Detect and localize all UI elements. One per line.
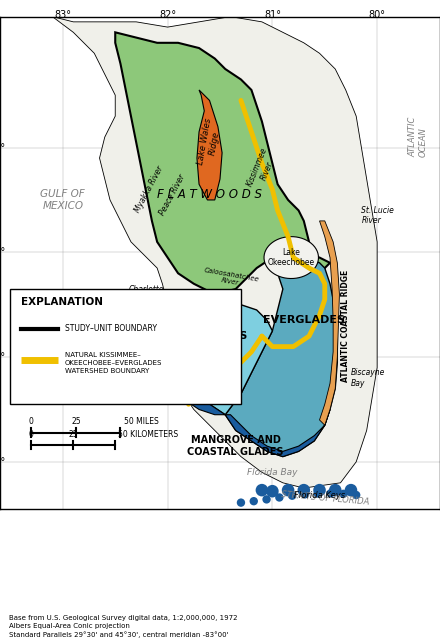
Text: 80°: 80° [369, 10, 385, 20]
Text: 25°: 25° [0, 457, 5, 467]
Circle shape [329, 484, 341, 496]
Circle shape [314, 489, 322, 497]
Text: Lake
Okeechobee: Lake Okeechobee [268, 248, 315, 267]
Text: Lake Wales
Ridge: Lake Wales Ridge [196, 117, 223, 167]
Circle shape [237, 499, 245, 507]
Text: 28°: 28° [0, 142, 5, 153]
Text: Base from U.S. Geological Survey digital data, 1:2,000,000, 1972
Albers Equal-Ar: Base from U.S. Geological Survey digital… [9, 615, 237, 638]
Text: 81°: 81° [264, 10, 281, 20]
Circle shape [288, 492, 297, 500]
Text: Florida Keys: Florida Keys [294, 491, 345, 500]
Circle shape [339, 490, 348, 498]
Polygon shape [264, 237, 319, 279]
Text: NATURAL KISSIMMEE–
OKEECHOBEE–EVERGLADES
WATERSHED BOUNDARY: NATURAL KISSIMMEE– OKEECHOBEE–EVERGLADES… [65, 352, 162, 374]
Text: EVERGLADES: EVERGLADES [263, 315, 345, 326]
Polygon shape [52, 17, 377, 488]
Text: St. Lucie
River: St. Lucie River [361, 206, 394, 226]
Text: ATLANTIC
OCEAN: ATLANTIC OCEAN [409, 117, 428, 157]
Text: Biscayne
Bay: Biscayne Bay [351, 369, 385, 388]
Text: 27°: 27° [0, 247, 5, 257]
Polygon shape [197, 90, 222, 200]
Text: Peace River: Peace River [158, 172, 187, 217]
Circle shape [326, 489, 335, 497]
Text: 50 KILOMETERS: 50 KILOMETERS [118, 429, 179, 438]
Text: EXPLANATION: EXPLANATION [21, 297, 103, 308]
Text: 50 MILES: 50 MILES [124, 417, 158, 426]
Circle shape [352, 491, 360, 499]
Text: Florida Bay: Florida Bay [247, 468, 297, 477]
Circle shape [301, 490, 309, 499]
Text: 83°: 83° [55, 10, 71, 20]
Polygon shape [319, 221, 339, 425]
Circle shape [275, 494, 283, 502]
Text: MANGROVE AND
COASTAL GLADES: MANGROVE AND COASTAL GLADES [187, 435, 284, 457]
Circle shape [297, 484, 310, 496]
Text: 0: 0 [29, 429, 34, 438]
Text: 82°: 82° [159, 10, 176, 20]
FancyBboxPatch shape [11, 289, 241, 404]
Polygon shape [178, 373, 330, 456]
Circle shape [249, 497, 258, 505]
Circle shape [266, 485, 279, 497]
Text: Kissimmee
River: Kissimmee River [245, 146, 279, 192]
Text: ATLANTIC COASTAL RIDGE: ATLANTIC COASTAL RIDGE [341, 270, 350, 382]
Text: GULF OF
MEXICO: GULF OF MEXICO [40, 189, 85, 211]
Polygon shape [178, 294, 272, 415]
Text: F L A T W O O D S: F L A T W O O D S [157, 188, 262, 201]
Circle shape [345, 484, 357, 496]
Text: 25: 25 [69, 429, 78, 438]
Text: Charlotte
Harbor: Charlotte Harbor [129, 285, 165, 304]
Circle shape [256, 484, 268, 496]
Text: BIG CYPRESS
SWAMP: BIG CYPRESS SWAMP [172, 331, 248, 352]
Text: 0: 0 [29, 417, 34, 426]
Text: Myakka River: Myakka River [133, 165, 165, 214]
Text: STRAITS OF FLORIDA: STRAITS OF FLORIDA [280, 490, 369, 507]
Circle shape [313, 484, 326, 496]
Polygon shape [225, 253, 337, 456]
Circle shape [262, 495, 271, 504]
Text: 25: 25 [71, 417, 81, 426]
Text: Caloosahatchee
River: Caloosahatchee River [202, 267, 259, 290]
Circle shape [282, 484, 294, 496]
Polygon shape [115, 32, 330, 294]
Text: STUDY–UNIT BOUNDARY: STUDY–UNIT BOUNDARY [65, 324, 157, 333]
Text: 26°: 26° [0, 352, 5, 362]
